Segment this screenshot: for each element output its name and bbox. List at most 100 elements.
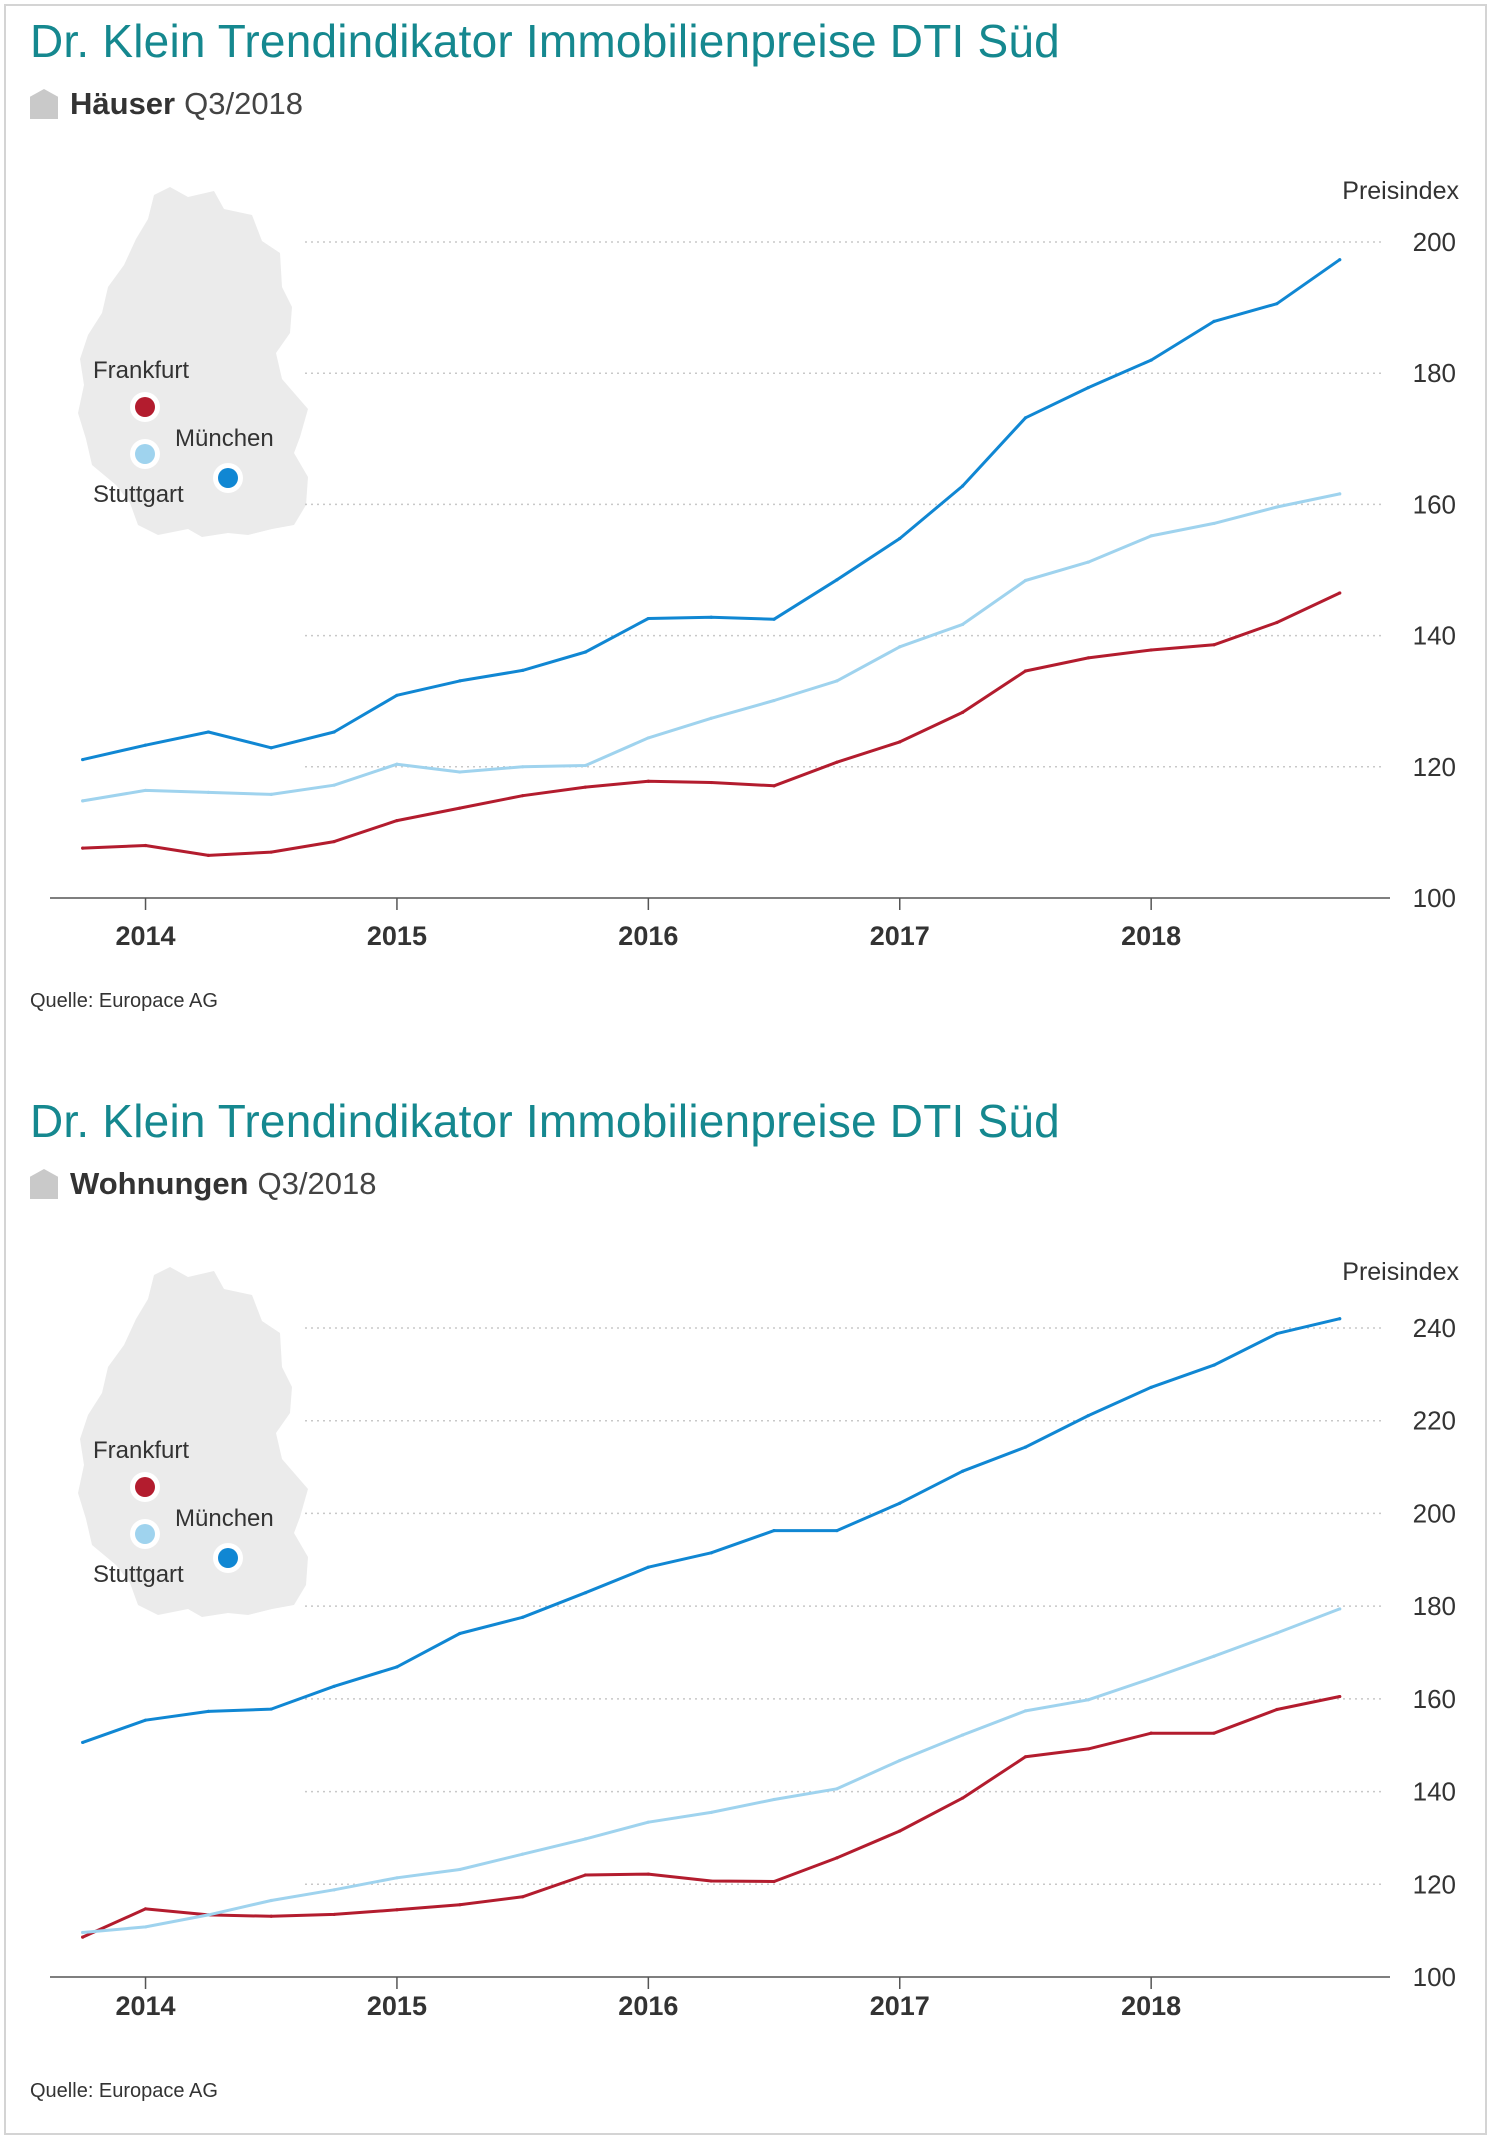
data-point-muenchen [646, 1565, 650, 1569]
data-point-frankfurt [332, 1912, 336, 1917]
data-point-stuttgart [961, 1733, 965, 1737]
data-point-frankfurt [646, 779, 650, 783]
data-point-frankfurt [961, 710, 965, 714]
data-point-frankfurt [1086, 656, 1090, 660]
data-point-frankfurt [1086, 1747, 1090, 1751]
data-point-muenchen [835, 578, 839, 582]
data-point-stuttgart [835, 1787, 839, 1791]
data-point-muenchen [332, 730, 336, 734]
data-point-stuttgart [772, 1797, 776, 1802]
data-point-frankfurt [1275, 620, 1279, 625]
data-point-stuttgart [206, 790, 210, 794]
data-point-frankfurt [332, 839, 336, 844]
legend-marker-muenchen [218, 1548, 238, 1568]
chart-title: Dr. Klein Trendindikator Immobilienpreis… [30, 1095, 1060, 1147]
data-point-muenchen [143, 1718, 148, 1722]
data-point-frankfurt [395, 1908, 399, 1912]
y-tick-label-240: 240 [1413, 1313, 1456, 1343]
data-point-muenchen [1338, 1317, 1342, 1321]
series-frankfurt [81, 1694, 1342, 1939]
data-point-stuttgart [81, 1930, 85, 1935]
series-muenchen [81, 258, 1342, 762]
data-point-frankfurt [458, 1903, 462, 1907]
germany-map: Frankfurt Stuttgart München [78, 187, 308, 537]
line-chart-haeuser: Frankfurt Stuttgart München 100 120 140 160 180… [50, 177, 1459, 951]
legend-marker-frankfurt [135, 397, 155, 417]
data-point-stuttgart [1338, 492, 1342, 496]
x-tick-label-2015: 2015 [367, 1991, 427, 2021]
data-point-frankfurt [709, 780, 713, 785]
data-point-stuttgart [1212, 1654, 1216, 1658]
data-point-frankfurt [521, 1895, 525, 1899]
data-point-stuttgart [1149, 534, 1153, 538]
series-line-frankfurt [81, 591, 1342, 857]
data-point-muenchen [395, 693, 399, 697]
data-point-frankfurt [1338, 591, 1342, 595]
data-point-stuttgart [395, 1876, 399, 1880]
subtitle-type: Wohnungen [70, 1166, 249, 1201]
data-point-stuttgart [646, 736, 650, 740]
series-stuttgart [81, 492, 1342, 803]
legend-marker-frankfurt [135, 1477, 155, 1497]
y-axis-unit-label: Preisindex [1342, 1258, 1459, 1286]
data-point-stuttgart [709, 1810, 713, 1815]
legend-label-muenchen: München [175, 1505, 274, 1532]
y-tick-label-160: 160 [1413, 1684, 1456, 1714]
data-point-stuttgart [583, 1837, 588, 1841]
chart-panel-haeuser: Dr. Klein Trendindikator Immobilienpreis… [0, 0, 1493, 1012]
chart-subtitle: Häuser Q3/2018 [30, 84, 303, 124]
legend-label-frankfurt: Frankfurt [93, 1437, 189, 1464]
data-point-frankfurt [835, 1856, 839, 1860]
data-point-stuttgart [521, 1852, 525, 1856]
data-point-muenchen [81, 1740, 85, 1745]
x-tick-label-2016: 2016 [618, 921, 678, 951]
legend-marker-stuttgart [135, 444, 155, 464]
data-point-muenchen [709, 615, 713, 619]
y-tick-label-160: 160 [1413, 489, 1456, 519]
data-point-frankfurt [81, 846, 85, 850]
x-tick-label-2015: 2015 [367, 921, 427, 951]
data-point-muenchen [1212, 1363, 1216, 1367]
data-point-muenchen [1023, 416, 1028, 420]
y-tick-label-220: 220 [1413, 1406, 1456, 1436]
data-point-frankfurt [81, 1935, 85, 1939]
data-point-muenchen [898, 1501, 902, 1505]
data-point-stuttgart [206, 1913, 210, 1917]
data-point-stuttgart [961, 622, 965, 627]
data-point-stuttgart [898, 1758, 902, 1763]
data-point-muenchen [961, 484, 965, 488]
y-tick-label-200: 200 [1413, 227, 1456, 257]
data-point-muenchen [458, 1631, 462, 1636]
y-tick-label-200: 200 [1413, 1498, 1456, 1528]
data-point-stuttgart [583, 763, 588, 768]
y-tick-label-100: 100 [1413, 1962, 1456, 1992]
legend-label-stuttgart: Stuttgart [93, 1561, 184, 1588]
data-point-stuttgart [835, 679, 839, 683]
data-point-stuttgart [1086, 1698, 1090, 1702]
x-tick-label-2018: 2018 [1121, 1991, 1181, 2021]
data-point-stuttgart [1023, 578, 1028, 583]
data-point-stuttgart [332, 1888, 336, 1892]
data-point-muenchen [1338, 258, 1342, 262]
y-tick-label-140: 140 [1413, 621, 1456, 651]
data-point-muenchen [898, 536, 902, 541]
data-point-frankfurt [143, 843, 148, 848]
data-point-frankfurt [269, 1914, 273, 1918]
y-tick-label-180: 180 [1413, 358, 1456, 388]
x-tick-label-2017: 2017 [870, 921, 930, 951]
data-point-frankfurt [1212, 1731, 1216, 1735]
data-point-muenchen [206, 730, 210, 734]
data-point-muenchen [1275, 1331, 1279, 1336]
data-point-stuttgart [772, 698, 776, 703]
data-point-stuttgart [898, 645, 902, 649]
y-tick-label-120: 120 [1413, 1869, 1456, 1899]
legend-marker-stuttgart [135, 1524, 155, 1544]
subtitle-period: Q3/2018 [184, 86, 304, 121]
data-point-stuttgart [269, 792, 273, 796]
data-point-muenchen [1086, 386, 1090, 390]
data-point-stuttgart [521, 765, 525, 769]
data-point-muenchen [1149, 1385, 1153, 1389]
data-point-muenchen [395, 1665, 399, 1669]
source-note: Quelle: Europace AG [30, 990, 218, 1012]
data-point-stuttgart [332, 783, 336, 787]
